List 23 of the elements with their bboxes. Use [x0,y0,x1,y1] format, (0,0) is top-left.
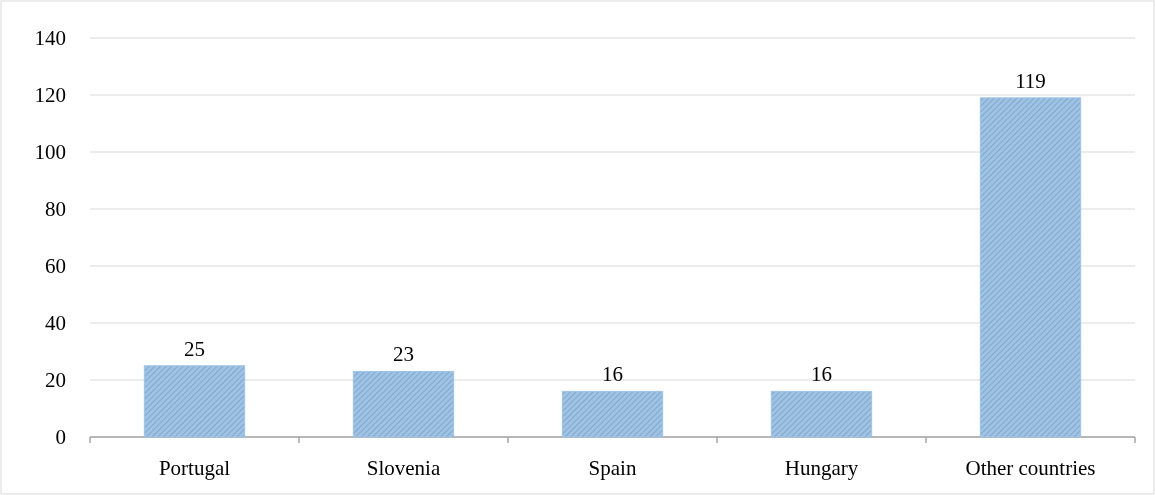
bar [979,97,1082,438]
y-tick-label: 0 [55,425,66,450]
y-tick-label: 100 [34,140,66,165]
bar [352,370,455,438]
x-tick-label: Hungary [784,456,859,480]
y-tick-label: 140 [34,26,66,51]
x-tick-label: Portugal [158,456,231,480]
data-label: 23 [393,342,414,367]
x-tick-label: Other countries [965,456,1096,480]
bar [561,390,664,438]
data-label: 16 [811,362,832,387]
x-tick-label: Slovenia [366,456,441,480]
y-tick-label: 120 [34,83,66,108]
data-label: 16 [602,362,623,387]
x-tick-label: Spain [588,456,637,480]
bar [143,365,246,438]
bar [770,390,873,438]
data-label: 119 [1015,68,1046,93]
y-tick-label: 40 [45,311,66,336]
y-tick-label: 60 [45,254,66,279]
y-tick-label: 20 [45,368,66,393]
y-tick-label: 80 [45,197,66,222]
data-label: 25 [184,336,205,361]
